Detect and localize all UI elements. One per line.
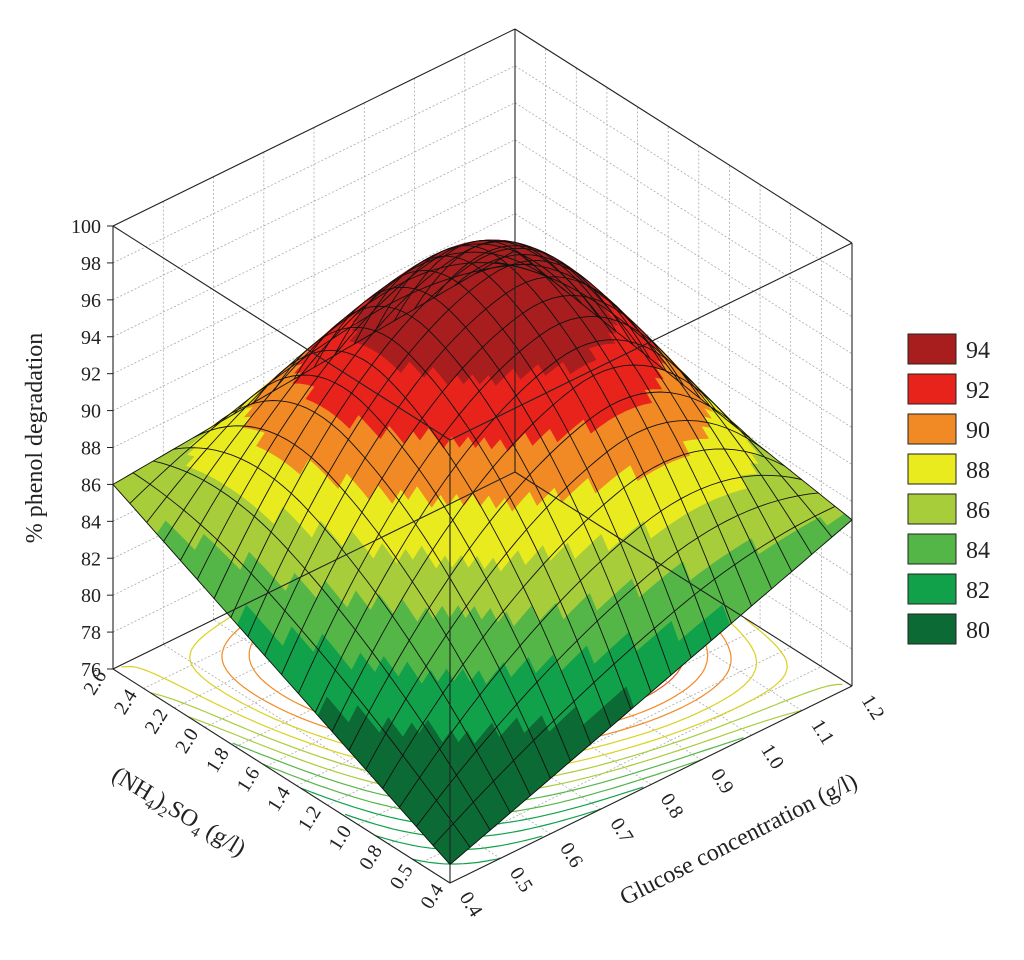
z-tick-label: 76 [81, 659, 101, 681]
x-tick-label: 0.4 [455, 888, 487, 921]
z-tick-label: 96 [81, 290, 101, 312]
box-edge [449, 242, 853, 441]
wire-line [449, 519, 853, 865]
y-tick-label: 1.0 [324, 822, 356, 855]
legend-swatch [907, 573, 957, 605]
legend-label: 82 [966, 578, 990, 604]
x-tick-label: 1.0 [756, 740, 788, 773]
wire-line [146, 262, 549, 523]
wire-line [163, 251, 566, 542]
legend-swatch [907, 413, 957, 445]
box-edge [112, 225, 451, 441]
legend-label: 88 [966, 458, 990, 484]
grid-line [112, 250, 853, 465]
x-tick-label: 1.1 [807, 716, 839, 749]
grid-line [112, 139, 853, 355]
wire-line [112, 250, 516, 485]
y-tick-label: 2.2 [141, 705, 173, 738]
x-tick-label: 0.8 [656, 789, 688, 822]
box-edge [112, 668, 451, 884]
x-axis-title: Glucose concentration (g/l) [616, 769, 862, 911]
y-tick-label: 2.4 [110, 685, 142, 718]
box-edge [514, 28, 853, 244]
grid-line [112, 176, 853, 392]
response-surface [112, 239, 853, 866]
z-tick-label: 100 [71, 216, 101, 238]
z-tick-label: 82 [81, 548, 101, 570]
legend-label: 94 [966, 338, 990, 364]
y-axis-title: (NH4)2SO4 (g/l) [105, 762, 250, 866]
wire-line [297, 315, 701, 694]
box-edge [112, 471, 516, 670]
x-tick-label: 0.6 [555, 839, 587, 872]
wire-line [314, 339, 718, 713]
wire-line [213, 240, 617, 599]
legend-swatch [907, 533, 957, 565]
z-tick-label: 80 [81, 585, 101, 607]
legend-swatch [907, 453, 957, 485]
wire-line [264, 276, 667, 656]
y-tick-label: 1.4 [263, 783, 295, 816]
wire-line [365, 419, 769, 770]
z-tick-label: 92 [81, 364, 101, 386]
legend-swatch [907, 333, 957, 365]
z-tick-label: 88 [81, 438, 101, 460]
z-tick-label: 78 [81, 622, 101, 644]
x-tick-label: 0.5 [505, 863, 537, 896]
z-tick-label: 90 [81, 401, 101, 423]
legend-swatch [907, 493, 957, 525]
legend-swatch [907, 613, 957, 645]
y-tick-label: 0.5 [386, 860, 418, 893]
z-axis-title: % phenol degradation [22, 333, 48, 544]
plot-box [112, 28, 853, 884]
legend-label: 80 [966, 618, 990, 644]
wire-line [432, 505, 836, 846]
z-tick-label: 84 [81, 511, 101, 533]
x-tick-label: 1.2 [857, 691, 889, 724]
wire-line [196, 239, 600, 580]
y-tick-label: 0.4 [416, 880, 448, 913]
x-tick-label: 0.7 [606, 814, 638, 847]
y-tick-label: 2.0 [171, 724, 203, 757]
grid-line [112, 28, 853, 244]
legend-label: 92 [966, 378, 990, 404]
y-tick-label: 1.6 [233, 763, 265, 796]
contour-line [412, 857, 501, 865]
y-tick-label: 0.8 [355, 841, 387, 874]
wire-line [348, 391, 752, 751]
wire-line [331, 364, 735, 732]
wire-line [230, 247, 634, 618]
wire-line [399, 474, 802, 808]
z-tick-label: 86 [81, 474, 101, 496]
wire-line [415, 492, 819, 827]
legend-swatch [907, 373, 957, 405]
z-tick-label: 94 [81, 327, 101, 349]
grid-line [112, 102, 853, 318]
wire-line [129, 263, 532, 504]
grid-line [112, 213, 853, 428]
grid-line [112, 65, 853, 281]
y-axis-title-part: (g/l) [196, 815, 250, 862]
grid-line [419, 223, 822, 864]
x-tick-label: 0.9 [706, 765, 738, 798]
legend-label: 84 [966, 538, 990, 564]
wire-line [247, 260, 651, 637]
box-edge [112, 28, 516, 227]
legend-label: 86 [966, 498, 990, 524]
surface-wireframe [112, 239, 853, 865]
box-edge [514, 471, 853, 687]
y-tick-label: 1.8 [202, 744, 234, 777]
z-tick-label: 98 [81, 253, 101, 275]
box-edge [449, 685, 853, 884]
legend-label: 90 [966, 418, 990, 444]
legend: 94 92 90 88 86 84 82 80 [907, 333, 990, 645]
y-tick-label: 1.2 [294, 802, 326, 835]
